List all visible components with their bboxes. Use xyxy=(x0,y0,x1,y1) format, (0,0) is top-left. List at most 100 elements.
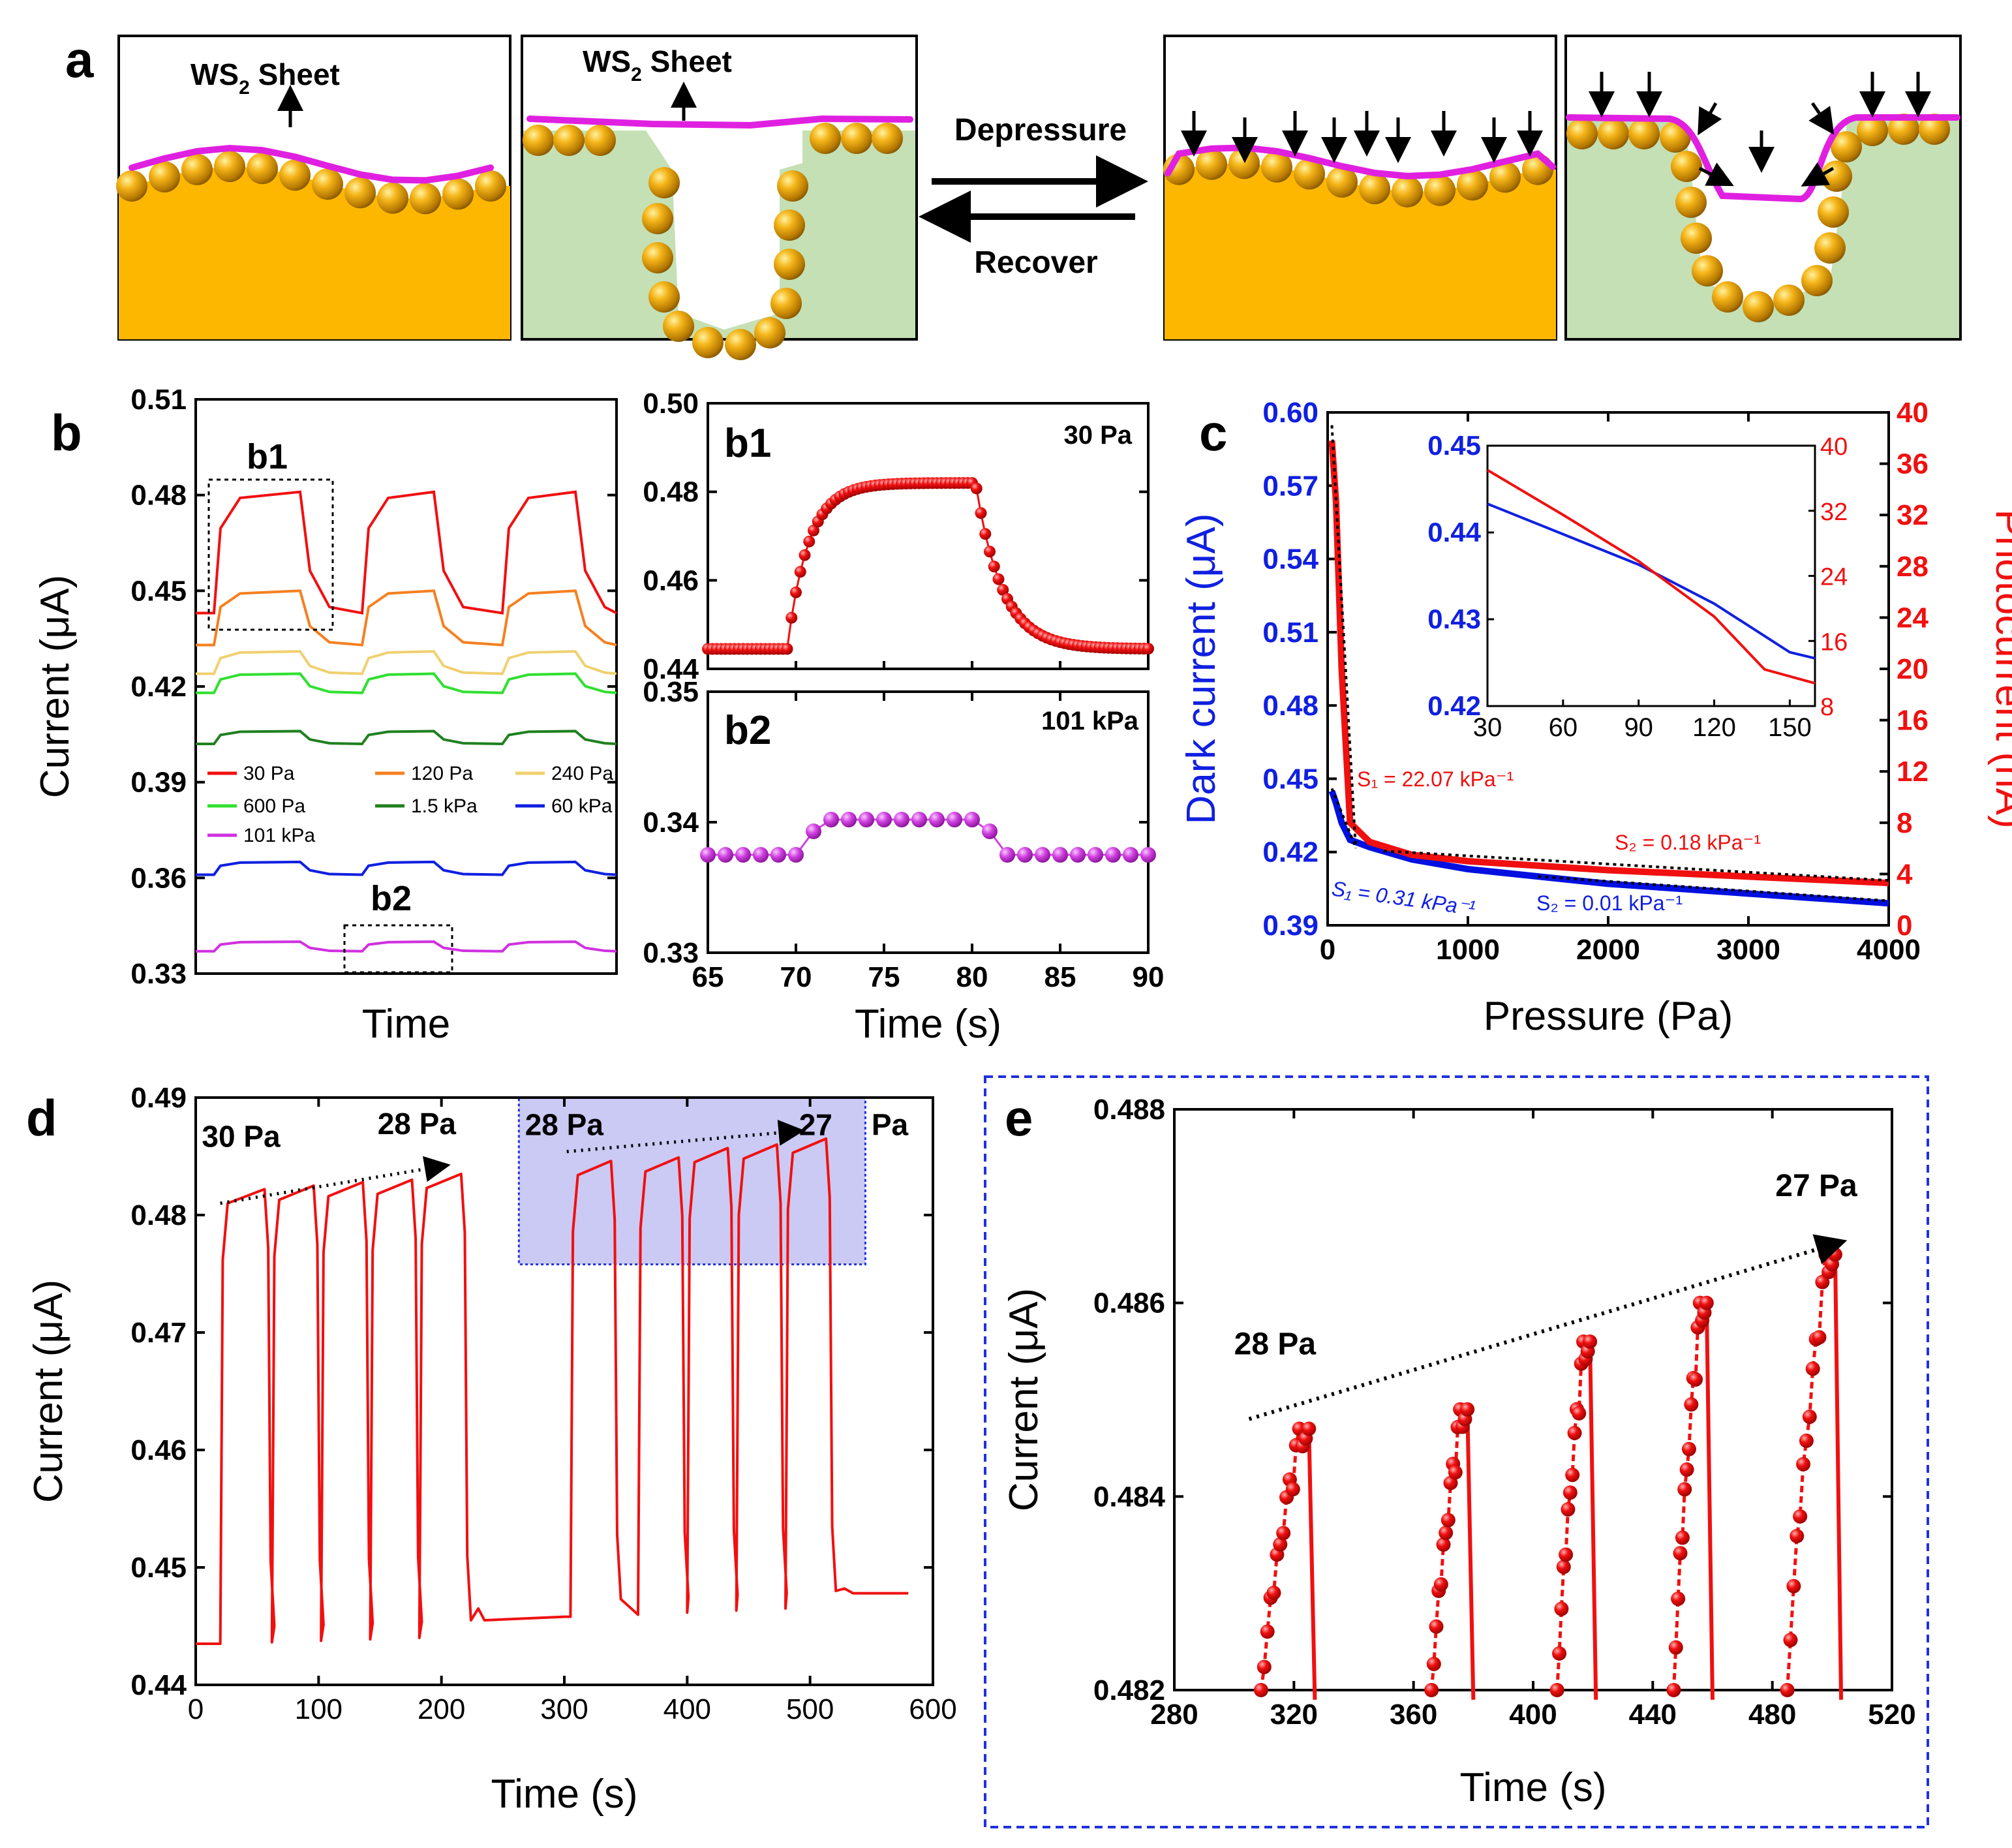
cluster-point xyxy=(1572,1406,1587,1421)
gold-sphere xyxy=(725,329,756,360)
b2-point xyxy=(823,812,839,827)
gold-sphere xyxy=(777,170,808,202)
legend-label: 60 kPa xyxy=(551,795,613,817)
x-tick-label: 440 xyxy=(1629,1699,1677,1731)
gold-sphere xyxy=(344,177,376,209)
s1-blue-label: S₁ = 0.31 kPa⁻¹ xyxy=(1330,876,1477,920)
x-tick-label: 320 xyxy=(1270,1699,1318,1731)
chart-b: 0.33 0.36 0.39 0.42 0.45 0.48 0.51 Current (μA)… xyxy=(33,384,618,1047)
series-line-6 xyxy=(196,860,617,876)
y-tick-label-left: 0.57 xyxy=(1262,470,1318,502)
x-axis-title: Pressure (Pa) xyxy=(1484,994,1733,1039)
cluster-point xyxy=(1790,1529,1805,1544)
cluster-trace-4 xyxy=(1671,1302,1709,1691)
y-tick-label: 0.45 xyxy=(130,1552,187,1584)
b2-point xyxy=(718,847,733,863)
box-border xyxy=(1564,35,1962,341)
cluster-point xyxy=(1260,1624,1275,1639)
y-tick-label: 0.48 xyxy=(643,476,699,508)
b2-point xyxy=(753,847,769,863)
b2-point xyxy=(770,847,786,863)
inset-y-tick-label-right: 8 xyxy=(1820,694,1834,721)
s2-blue-label: S₂ = 0.01 kPa⁻¹ xyxy=(1536,891,1683,915)
y-tick-label: 0.45 xyxy=(130,575,187,607)
b2-point xyxy=(1123,847,1138,863)
cluster-point xyxy=(1783,1633,1798,1648)
cluster-point xyxy=(1554,1601,1569,1616)
y-tick-label-right: 32 xyxy=(1897,499,1928,531)
ws2-text: WS xyxy=(191,57,239,91)
x-tick-label: 85 xyxy=(1044,961,1076,993)
current-trace xyxy=(196,1137,909,1645)
chart-e: 0.482 0.484 0.486 0.488 280 320 360 400 440 480 52… xyxy=(1001,1094,1916,1810)
label-28pa-2: 28 Pa xyxy=(525,1108,604,1142)
gold-sphere xyxy=(475,170,506,202)
b1-point xyxy=(1142,643,1154,655)
x-tick-label: 500 xyxy=(786,1693,834,1725)
b2-highlight-box xyxy=(343,924,453,974)
cluster-point xyxy=(1565,1468,1580,1483)
cluster-point xyxy=(1699,1295,1714,1310)
y-tick-label-right: 8 xyxy=(1897,807,1912,839)
b2-point xyxy=(1017,847,1033,863)
y-axis-title-left: Dark current (μA) xyxy=(1179,514,1224,825)
gold-sphere xyxy=(770,288,802,319)
s2-red-label: S₂ = 0.18 kPa⁻¹ xyxy=(1615,831,1761,854)
gold-sphere xyxy=(1681,223,1712,254)
y-tick-label-left: 0.48 xyxy=(1262,690,1318,722)
b2-point xyxy=(859,812,874,827)
b2-pressure: 101 kPa xyxy=(1041,707,1139,735)
y-tick-label: 0.46 xyxy=(643,564,699,596)
legend-label: 120 Pa xyxy=(411,763,473,784)
gold-sphere xyxy=(872,123,903,154)
b2-point xyxy=(806,824,821,839)
cluster-point xyxy=(1426,1656,1441,1671)
b2-point xyxy=(1088,847,1103,863)
series-line-1 xyxy=(196,490,617,615)
b2-point xyxy=(788,847,804,863)
cluster-point xyxy=(1780,1683,1795,1697)
panel-a-label: a xyxy=(65,31,94,88)
b2-point xyxy=(1105,847,1121,863)
cluster-point xyxy=(1436,1537,1451,1552)
inset-y-tick-label-right: 24 xyxy=(1820,564,1848,591)
b1-point xyxy=(799,549,811,561)
fit-line-s2-red xyxy=(1383,850,1889,882)
y-tick-label: 0.33 xyxy=(130,958,187,990)
panel-e-label: e xyxy=(1005,1089,1033,1147)
label-27: 27 xyxy=(799,1108,832,1142)
y-tick-label: 0.486 xyxy=(1093,1287,1165,1319)
gold-substrate xyxy=(119,166,510,339)
b2-point xyxy=(1052,847,1068,863)
s1-red-label: S₁ = 22.07 kPa⁻¹ xyxy=(1357,767,1514,791)
gold-sphere xyxy=(1489,161,1521,193)
gold-sphere xyxy=(1814,232,1846,264)
panel-c-label: c xyxy=(1199,404,1227,461)
cluster-trace-2 xyxy=(1429,1409,1469,1691)
fit-line-s2-blue xyxy=(1538,875,1889,902)
gold-sphere xyxy=(1566,118,1598,149)
x-tick-label: 2000 xyxy=(1576,934,1640,966)
gold-sphere xyxy=(1598,118,1629,149)
y-tick-label: 0.35 xyxy=(643,676,699,708)
cluster-point xyxy=(1679,1462,1694,1477)
b2-point xyxy=(911,812,927,827)
y-tick-label-right: 16 xyxy=(1897,705,1928,737)
x-tick-label: 75 xyxy=(868,961,900,993)
b1-point xyxy=(790,586,802,598)
b1-highlight-box xyxy=(207,478,334,631)
gold-substrate xyxy=(1165,163,1556,340)
fit-line-s1-red xyxy=(1330,425,1357,849)
b1-point xyxy=(979,528,992,540)
cluster-point xyxy=(1549,1683,1564,1697)
panel-b-label: b xyxy=(51,404,82,461)
cluster-drop-1 xyxy=(1307,1428,1317,1700)
gold-sphere xyxy=(663,311,694,342)
y-tick-label: 0.46 xyxy=(130,1434,187,1466)
cluster-point xyxy=(1681,1441,1696,1456)
gold-sphere xyxy=(1424,174,1456,206)
inset-x-tick-label: 90 xyxy=(1624,713,1653,742)
label-27pa: 27 Pa xyxy=(1775,1169,1857,1203)
x-tick-label: 600 xyxy=(909,1693,956,1725)
cluster-point xyxy=(1673,1546,1688,1561)
